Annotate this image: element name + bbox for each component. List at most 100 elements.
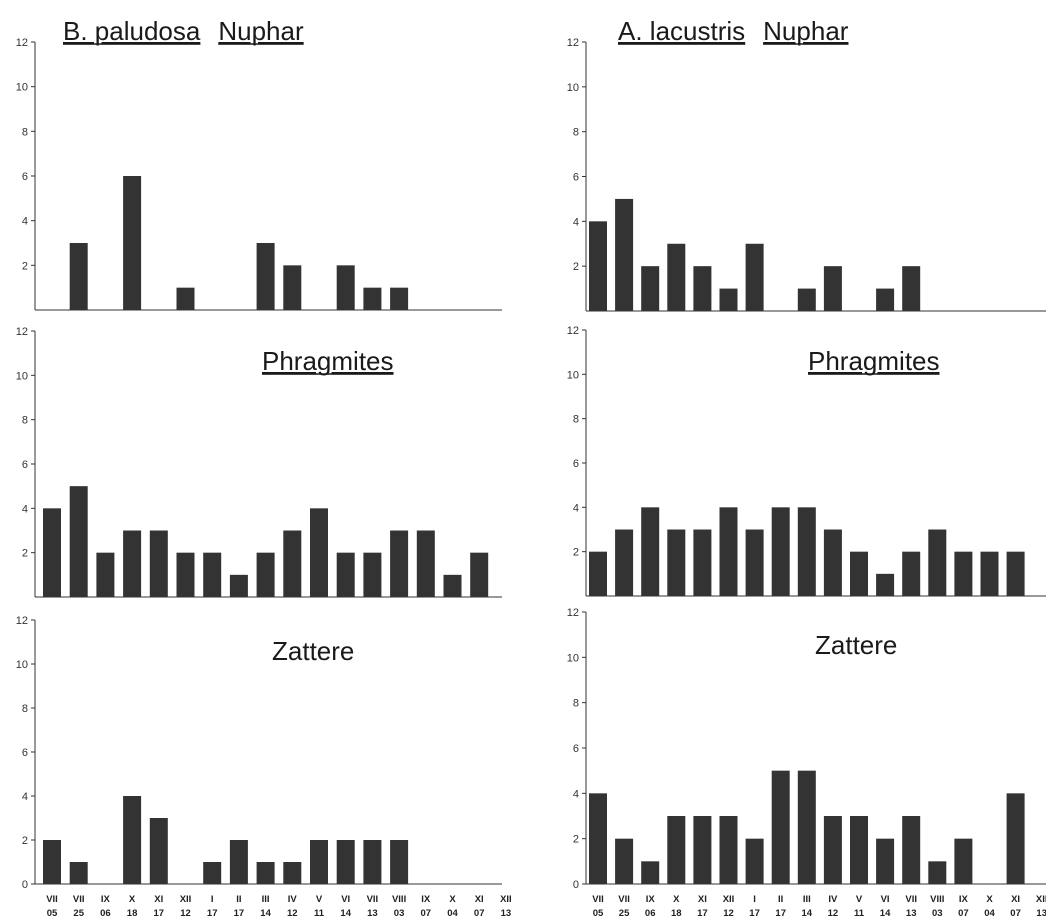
x-day-label: 04 (447, 908, 458, 919)
x-month-label: X (673, 894, 680, 905)
x-month-label: IX (646, 894, 656, 905)
x-day-label: 05 (593, 908, 604, 919)
bar (336, 265, 355, 310)
bar (589, 793, 607, 884)
x-month-label: IX (959, 894, 969, 905)
bar (850, 551, 868, 596)
x-day-label: 07 (1010, 908, 1021, 919)
bar (823, 266, 842, 311)
x-day-label: 11 (314, 908, 325, 919)
bar (363, 287, 382, 310)
y-tick-label: 12 (567, 37, 579, 49)
x-day-label: 04 (984, 908, 995, 919)
x-day-label: 14 (802, 908, 813, 919)
bar (310, 840, 328, 884)
bar (615, 529, 634, 596)
x-day-label: 07 (474, 908, 485, 919)
x-month-label: VII (905, 894, 917, 905)
bar (745, 529, 764, 596)
bar (149, 818, 168, 884)
habitat-title: Phragmites (808, 346, 940, 376)
y-tick-label: 10 (567, 369, 579, 381)
habitat-title: Zattere (272, 636, 354, 666)
x-day-label: 17 (697, 908, 708, 919)
x-month-label: VIII (930, 894, 944, 905)
x-month-label: XII (1036, 894, 1046, 905)
bar (771, 507, 790, 596)
bar (797, 288, 816, 311)
x-day-label: 12 (180, 908, 191, 919)
bar (1006, 793, 1025, 884)
bar (667, 816, 686, 884)
y-tick-label: 10 (567, 82, 579, 94)
bar (641, 266, 660, 311)
y-tick-label: 12 (16, 615, 28, 627)
x-month-label: IV (828, 894, 838, 905)
x-day-label: 07 (958, 908, 969, 919)
x-day-label: 17 (234, 908, 245, 919)
x-month-label: IX (421, 894, 431, 905)
y-tick-label: 2 (573, 834, 579, 846)
bar (69, 243, 88, 310)
x-month-label: XII (723, 894, 735, 905)
x-day-label: 11 (854, 908, 865, 919)
bar (745, 243, 764, 311)
bar (797, 770, 816, 884)
y-tick-label: 12 (567, 325, 579, 337)
habitat-title: Nuphar (218, 16, 304, 46)
bar (693, 816, 712, 884)
x-day-label: 25 (619, 908, 630, 919)
x-month-label: XII (500, 894, 512, 905)
y-tick-label: 4 (22, 503, 28, 515)
bar (667, 529, 686, 596)
y-tick-label: 8 (573, 698, 579, 710)
x-month-label: VII (46, 894, 58, 905)
bar (823, 529, 842, 596)
bar (336, 840, 355, 884)
y-tick-label: 2 (22, 548, 28, 560)
x-day-label: 06 (645, 908, 656, 919)
y-tick-label: 2 (22, 260, 28, 272)
x-month-label: XI (1011, 894, 1020, 905)
x-day-label: 07 (421, 908, 432, 919)
y-tick-label: 4 (573, 788, 579, 800)
x-day-label: 18 (127, 908, 138, 919)
bar (589, 551, 607, 596)
bar (719, 816, 738, 884)
bar (470, 552, 489, 597)
bar (69, 486, 88, 597)
bar (43, 840, 61, 884)
bar (615, 838, 634, 884)
bar (176, 552, 195, 597)
bar (390, 530, 409, 597)
bar (902, 816, 921, 884)
y-tick-label: 8 (22, 703, 28, 715)
bar (203, 552, 222, 597)
bar (229, 840, 248, 884)
bar (902, 266, 921, 311)
bar (615, 198, 634, 311)
bar (123, 176, 142, 310)
y-tick-label: 6 (573, 458, 579, 470)
y-tick-label: 4 (22, 791, 28, 803)
species-title: B. paludosa (63, 16, 201, 46)
x-month-label: VII (618, 894, 630, 905)
bar (123, 530, 142, 597)
x-day-label: 14 (340, 908, 351, 919)
x-month-label: III (262, 894, 270, 905)
x-month-label: VII (592, 894, 604, 905)
x-month-label: VI (881, 894, 890, 905)
x-day-label: 12 (287, 908, 298, 919)
x-day-label: 13 (1036, 908, 1046, 919)
y-tick-label: 6 (22, 171, 28, 183)
y-tick-label: 10 (16, 82, 28, 94)
y-tick-label: 2 (573, 547, 579, 559)
x-day-label: 13 (906, 908, 917, 919)
x-month-label: V (316, 894, 323, 905)
bar (954, 838, 973, 884)
y-tick-label: 2 (22, 835, 28, 847)
y-tick-label: 4 (573, 216, 579, 228)
bar (954, 551, 973, 596)
x-month-label: XII (180, 894, 192, 905)
